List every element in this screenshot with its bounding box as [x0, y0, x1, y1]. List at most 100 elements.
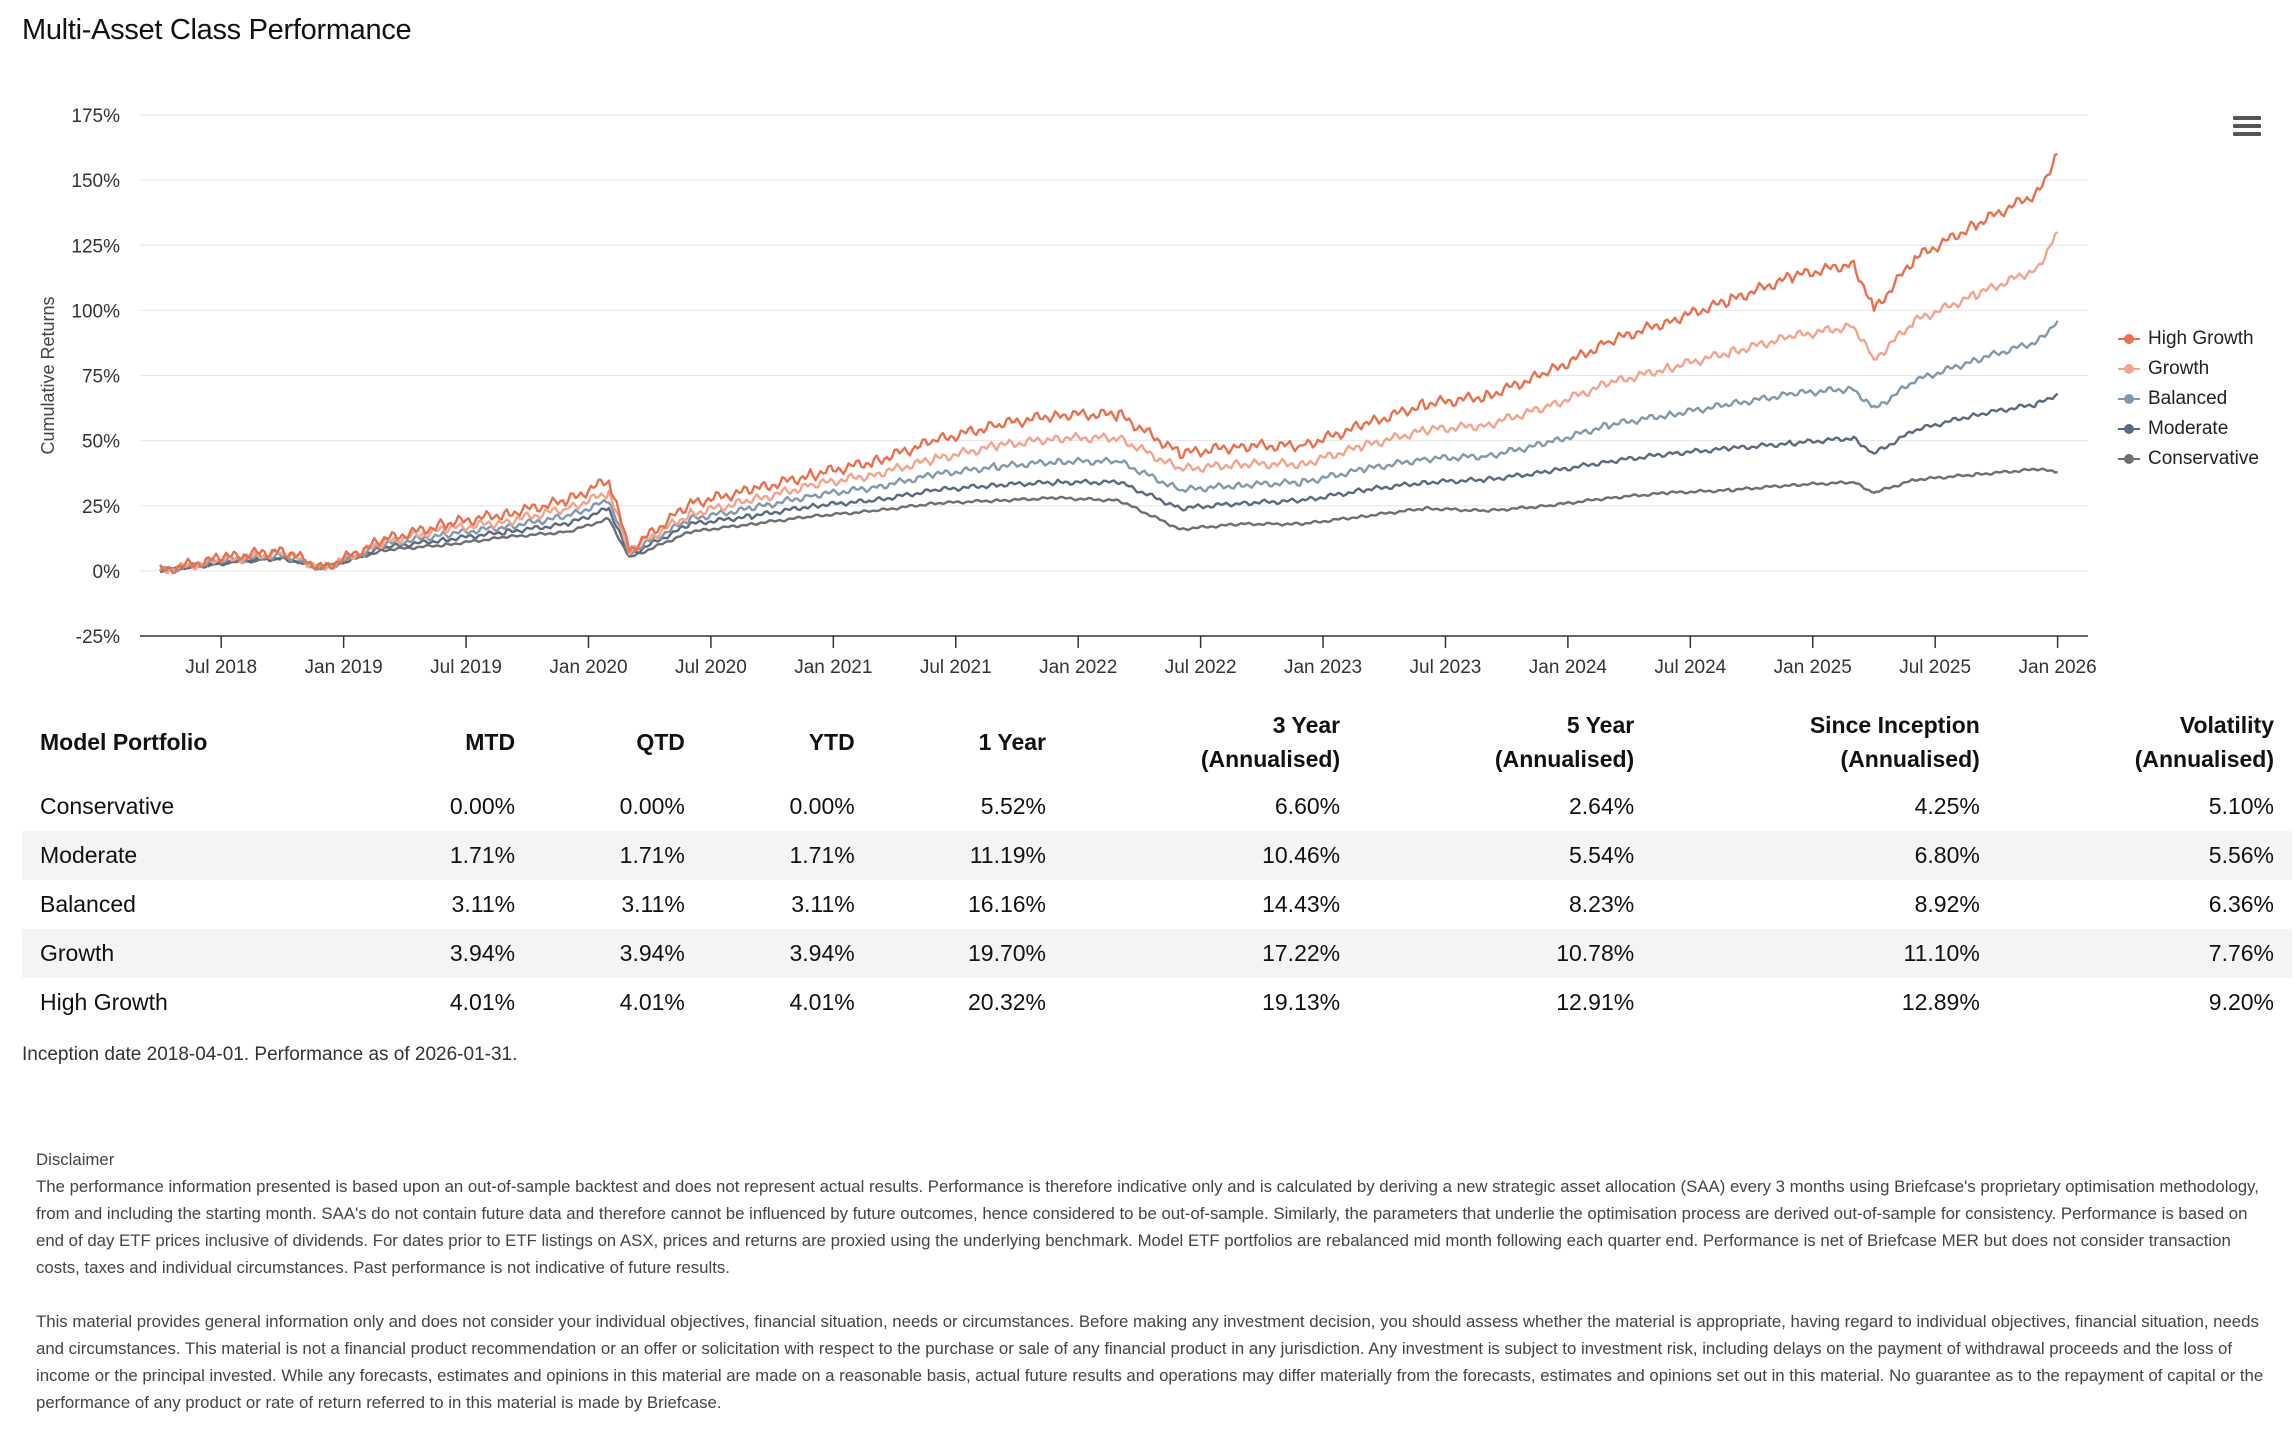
table-cell: 3.11% [451, 891, 516, 917]
table-cell: 17.22% [1064, 929, 1359, 978]
series-line-conservative[interactable] [159, 467, 2058, 574]
legend-swatch-icon [2118, 332, 2140, 346]
inception-note: Inception date 2018-04-01. Performance a… [22, 1044, 518, 1065]
column-header: 3 Year (Annualised) [1200, 712, 1341, 772]
table-cell: 9.20% [2208, 989, 2274, 1015]
y-tick-label: 150% [71, 171, 120, 192]
legend-item-moderate[interactable]: Moderate [2118, 414, 2259, 444]
disclaimer: Disclaimer The performance information p… [36, 1146, 2266, 1443]
legend-item-balanced[interactable]: Balanced [2118, 384, 2259, 414]
table-cell: 16.16% [968, 891, 1047, 917]
x-tick-label: Jul 2025 [1899, 657, 1971, 678]
legend-item-conservative[interactable]: Conservative [2118, 444, 2259, 474]
y-tick-label: 175% [71, 106, 120, 127]
legend-swatch-icon [2118, 452, 2140, 466]
table-cell: 12.89% [1901, 989, 1980, 1015]
column-header: MTD [465, 729, 516, 755]
x-tick-label: Jul 2021 [920, 657, 992, 678]
table-cell: 1.71% [702, 831, 873, 880]
table-row: Balanced 3.11% 3.11% 3.11% 16.16% 14.43% 8.23%… [22, 880, 2292, 929]
table-cell: 7.76% [1997, 929, 2292, 978]
series-line-high-growth[interactable] [159, 152, 2058, 575]
x-tick-label: Jan 2025 [1774, 657, 1852, 678]
table-cell: 5.10% [2208, 793, 2274, 819]
table-cell: 6.80% [1652, 831, 1998, 880]
column-header: YTD [808, 729, 855, 755]
y-tick-label: -25% [76, 627, 120, 648]
portfolio-name-cell: Conservative [40, 793, 175, 819]
table-cell: 3.94% [363, 929, 534, 978]
portfolio-name-cell: Moderate [22, 831, 364, 880]
portfolio-name-cell: Growth [22, 929, 364, 978]
x-tick-label: Jul 2024 [1654, 657, 1726, 678]
x-tick-label: Jul 2018 [185, 657, 257, 678]
column-header: 5 Year (Annualised) [1494, 712, 1635, 772]
x-tick-label: Jul 2023 [1410, 657, 1482, 678]
disclaimer-paragraph-1: The performance information presented is… [36, 1177, 2259, 1277]
table-cell: 1.71% [363, 831, 534, 880]
column-header: Since Inception (Annualised) [1809, 712, 1980, 772]
disclaimer-heading: Disclaimer [36, 1150, 115, 1169]
portfolio-name-cell: High Growth [40, 989, 168, 1015]
y-tick-label: 25% [82, 497, 120, 518]
table-row: Moderate 1.71% 1.71% 1.71% 11.19% 10.46% 5.54%… [22, 831, 2292, 880]
y-tick-label: 75% [82, 367, 120, 388]
table-row: Conservative 0.00% 0.00% 0.00% 5.52% 6.60% 2.6… [22, 782, 2292, 831]
table-cell: 5.52% [980, 793, 1047, 819]
table-cell: 19.13% [1262, 989, 1341, 1015]
table-cell: 3.94% [702, 929, 873, 978]
table-header-row: Model Portfolio MTD QTD YTD 1 Year 3 Year (Ann… [22, 702, 2292, 782]
table-cell: 12.91% [1556, 989, 1635, 1015]
performance-line-chart: 175% 150% 125% 100% 75% 50% 25% 0% -25% Jul 2018 J… [38, 106, 2097, 678]
table-cell: 4.01% [619, 989, 685, 1015]
portfolio-name-cell: Balanced [40, 891, 136, 917]
table-cell: 8.23% [1568, 891, 1635, 917]
table-cell: 4.01% [789, 989, 855, 1015]
y-tick-label: 50% [82, 432, 120, 453]
table-cell: 11.19% [872, 831, 1065, 880]
x-tick-label: Jan 2023 [1284, 657, 1362, 678]
page-title: Multi-Asset Class Performance [22, 14, 412, 46]
x-tick-label: Jan 2024 [1529, 657, 1608, 678]
column-header: Volatility (Annualised) [2134, 712, 2274, 772]
series-line-balanced[interactable] [159, 320, 2059, 573]
series-line-growth[interactable] [159, 231, 2059, 575]
table-cell: 11.10% [1652, 929, 1998, 978]
y-tick-label: 125% [71, 236, 120, 257]
legend-item-growth[interactable]: Growth [2118, 354, 2259, 384]
table-cell: 4.01% [449, 989, 516, 1015]
table-cell: 8.92% [1914, 891, 1980, 917]
legend-swatch-icon [2118, 422, 2140, 436]
table-cell: 14.43% [1262, 891, 1341, 917]
x-tick-label: Jul 2019 [430, 657, 502, 678]
legend-label: Balanced [2148, 388, 2228, 409]
legend-item-high-growth[interactable]: High Growth [2118, 324, 2259, 354]
table-cell: 3.94% [533, 929, 703, 978]
legend-label: High Growth [2148, 328, 2254, 349]
x-tick-label: Jul 2022 [1165, 657, 1237, 678]
table-cell: 0.00% [449, 793, 516, 819]
x-tick-label: Jul 2020 [675, 657, 747, 678]
table-cell: 1.71% [533, 831, 703, 880]
series-line-moderate[interactable] [159, 392, 2059, 573]
legend-swatch-icon [2118, 362, 2140, 376]
table-cell: 5.54% [1358, 831, 1653, 880]
legend-label: Moderate [2148, 418, 2229, 439]
legend-label: Conservative [2148, 448, 2259, 469]
y-tick-label: 100% [71, 301, 120, 322]
legend-label: Growth [2148, 358, 2210, 379]
table-cell: 3.11% [791, 891, 855, 917]
table-cell: 3.11% [621, 891, 685, 917]
table-cell: 5.56% [1997, 831, 2292, 880]
x-tick-label: Jan 2022 [1039, 657, 1117, 678]
table-cell: 19.70% [872, 929, 1065, 978]
table-cell: 4.25% [1914, 793, 1980, 819]
table-cell: 6.36% [2208, 891, 2274, 917]
legend-swatch-icon [2118, 392, 2140, 406]
column-header: 1 Year [978, 729, 1047, 755]
hamburger-menu-icon[interactable] [2230, 112, 2264, 142]
table-cell: 20.32% [968, 989, 1047, 1015]
disclaimer-paragraph-2: This material provides general informati… [36, 1312, 2264, 1412]
y-axis-label: Cumulative Returns [38, 296, 58, 454]
column-header: Model Portfolio [40, 729, 208, 755]
